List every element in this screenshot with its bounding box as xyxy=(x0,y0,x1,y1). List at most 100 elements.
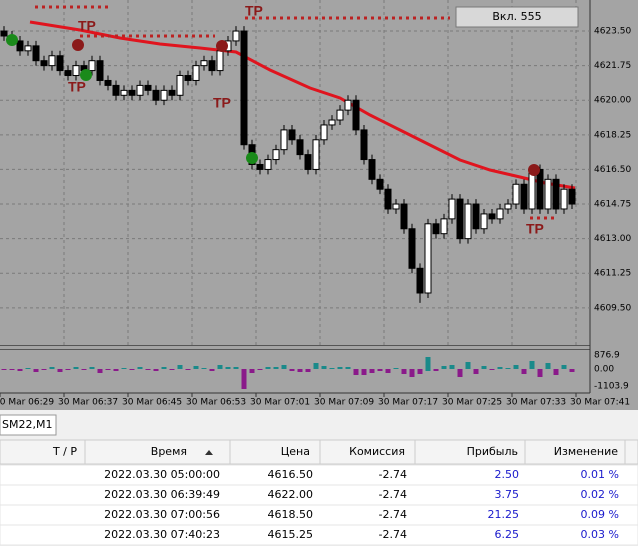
osc-bar xyxy=(297,369,303,372)
osc-bar xyxy=(97,369,103,373)
osc-bar xyxy=(153,369,159,371)
trade-marker xyxy=(528,164,540,176)
table-cell: 4616.50 xyxy=(268,468,314,481)
candle-body xyxy=(144,84,152,91)
y-tick-label: 4616.50 xyxy=(594,165,631,175)
osc-bar xyxy=(273,367,279,369)
x-tick-label: 30 Mar 06:37 xyxy=(58,398,118,408)
osc-bar xyxy=(17,369,23,371)
table-cell: 21.25 xyxy=(488,508,520,521)
candle-body xyxy=(256,163,264,170)
table-cell: 2022.03.30 05:00:00 xyxy=(104,468,220,481)
x-tick-label: 30 Mar 07:17 xyxy=(378,398,438,408)
osc-bar xyxy=(145,369,151,370)
candle-body xyxy=(488,213,496,220)
table-cell: -2.74 xyxy=(379,488,407,501)
osc-bar xyxy=(217,365,223,369)
candle-body xyxy=(448,198,456,220)
button[interactable] xyxy=(455,6,579,28)
osc-bar xyxy=(57,369,63,372)
table-cell: -2.74 xyxy=(379,528,407,541)
osc-bar xyxy=(41,369,47,370)
pane-divider xyxy=(0,345,590,346)
button-label[interactable]: Вкл. 555 xyxy=(492,10,541,23)
osc-bar xyxy=(457,369,463,377)
osc-bar xyxy=(313,363,319,369)
candle-body xyxy=(408,228,416,269)
osc-bar xyxy=(33,369,39,372)
x-tick-label: 30 Mar 07:41 xyxy=(570,398,630,408)
osc-bar xyxy=(481,366,487,369)
table-cell: 4618.50 xyxy=(268,508,314,521)
candle-body xyxy=(496,208,504,220)
x-tick-label: 30 Mar 07:09 xyxy=(314,398,374,408)
osc-bar xyxy=(521,369,527,374)
osc-bar xyxy=(497,367,503,369)
tab-label[interactable]: SM22,M1 xyxy=(2,418,52,431)
osc-bar xyxy=(433,369,439,371)
candle-body xyxy=(168,89,176,96)
y-tick-label: 4614.75 xyxy=(594,200,631,210)
table-cell: 4622.00 xyxy=(268,488,314,501)
table-row[interactable] xyxy=(0,524,638,546)
tp-label: TP xyxy=(245,3,263,19)
candle-body xyxy=(16,40,24,52)
osc-bar xyxy=(257,369,263,370)
y-tick-label: 4618.25 xyxy=(594,130,631,140)
candle-body xyxy=(440,218,448,235)
candle-body xyxy=(280,129,288,151)
tp-label: TP xyxy=(526,221,544,237)
table-cell: 6.25 xyxy=(495,528,520,541)
candle-body xyxy=(536,168,544,210)
trade-marker xyxy=(80,69,92,81)
table-cell: 0.02 % xyxy=(581,488,619,501)
sort-arrow[interactable] xyxy=(205,450,213,455)
candle-body xyxy=(24,45,32,52)
table-row[interactable] xyxy=(0,464,638,486)
tab[interactable] xyxy=(0,414,57,436)
table-row[interactable] xyxy=(0,484,638,506)
osc-bar xyxy=(193,366,199,369)
candle-body xyxy=(96,60,104,81)
column-header: Прибыль xyxy=(467,445,518,458)
candle-body xyxy=(272,149,280,161)
candle-body xyxy=(304,154,312,170)
osc-bar xyxy=(465,362,471,369)
table-cell: 0.09 % xyxy=(581,508,619,521)
candle-body xyxy=(392,203,400,210)
osc-bar xyxy=(553,369,559,375)
candle-body xyxy=(360,129,368,161)
osc-bar xyxy=(545,363,551,369)
table-cell: 2022.03.30 07:00:56 xyxy=(104,508,220,521)
candle-body xyxy=(240,30,248,146)
column-header: Цена xyxy=(281,445,310,458)
x-tick-label: 30 Mar 06:53 xyxy=(186,398,246,408)
x-tick-label: 30 Mar 06:29 xyxy=(0,398,54,408)
candle-body xyxy=(296,139,304,156)
osc-bar xyxy=(569,369,575,372)
indicator-label: -1103.9 xyxy=(594,382,629,392)
osc-bar xyxy=(385,369,391,373)
osc-bar xyxy=(289,369,295,371)
candle-body xyxy=(56,55,64,72)
osc-bar xyxy=(513,365,519,369)
osc-bar xyxy=(505,368,511,369)
indicator-label: 876.9 xyxy=(594,351,620,361)
candle-body xyxy=(552,178,560,210)
candle-body xyxy=(216,50,224,72)
osc-bar xyxy=(417,369,423,374)
candle-body xyxy=(312,139,320,170)
column-header: Комиссия xyxy=(349,445,405,458)
table-cell: -2.74 xyxy=(379,508,407,521)
candle-body xyxy=(472,203,480,230)
candle-body xyxy=(544,178,552,210)
osc-bar xyxy=(401,369,407,374)
candle-body xyxy=(520,183,528,210)
candle-body xyxy=(48,55,56,67)
table-row[interactable] xyxy=(0,504,638,526)
osc-bar xyxy=(441,366,447,369)
candle-body xyxy=(504,203,512,210)
candle-body xyxy=(200,60,208,67)
candle-body xyxy=(136,84,144,96)
osc-bar xyxy=(89,367,95,369)
